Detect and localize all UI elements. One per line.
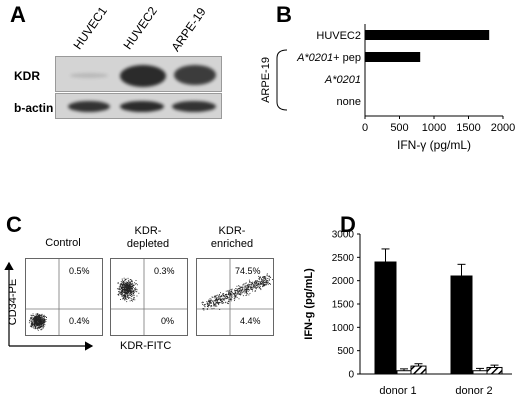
facs-axis-arrows [4,261,94,351]
chart-b-bar [365,30,490,40]
chart-b-x-tick-label: 500 [390,122,408,134]
facs-plot-control: 0.5% 0.4% [25,258,103,336]
chart-d: 0 500 1000 1500 2000 2500 3000 IFN-g (pg/mL) don… [303,230,512,397]
chart-b-group-label: ARPE-19 [260,57,272,103]
chart-d-bar [396,370,412,375]
chart-b-category-label: none [337,96,361,108]
chart-d-bar [410,365,427,375]
panel-letter-d: D [340,212,356,237]
chart-d-y-tick-label: 2500 [332,253,355,264]
facs-scatter-dots [197,259,273,335]
lane-label-arpe19: ARPE-19 [168,4,209,55]
chart-d-bar [450,275,473,375]
chart-b: HUVEC2 A*0201+ pep A*0201 none 0 500 1000 1500 2… [260,24,515,152]
panel-letter-a: A [10,2,26,27]
facs-title-enriched-line1: KDR- [218,225,246,237]
facs-q-ur-depleted: 0.3% [154,266,175,276]
chart-b-x-label: IFN-γ (pg/mL) [397,138,471,152]
facs-title-enriched-line2: enriched [210,238,254,250]
chart-d-y-tick-label: 0 [348,370,354,381]
chart-d-y-tick-label: 2000 [332,276,355,287]
chart-b-group-bracket [276,49,288,111]
chart-b-x-tick-label: 2000 [491,122,515,134]
chart-b-x-tick-label: 1000 [422,122,446,134]
chart-d-y-tick-label: 1000 [332,323,355,334]
chart-d-bar [374,261,397,375]
facs-title-depleted: KDR- depleted [110,225,186,251]
facs-scatter-dots [111,259,187,335]
chart-b-x-tick-label: 0 [362,122,368,134]
chart-d-bar [472,370,488,375]
chart-b-x-tick-label: 1500 [456,122,480,134]
facs-q-ur-enriched: 74.5% [235,266,261,276]
blot-b-actin [55,93,222,119]
facs-title-control: Control [28,237,98,250]
chart-b-category-label: HUVEC2 [316,30,361,42]
facs-q-lr-depleted: 0% [161,316,175,326]
chart-d-category-label: donor 2 [455,385,492,397]
chart-d-bar [486,366,503,375]
chart-b-category-label: A*0201+ pep [296,52,361,64]
facs-plot-depleted: 0.3% 0% [110,258,188,336]
chart-d-y-tick-label: 500 [337,346,354,357]
band-actin-huvec2 [120,101,164,112]
facs-title-depleted-line1: KDR- [134,225,162,237]
band-actin-arpe19 [172,101,216,112]
panel-letter-c: C [6,212,22,237]
lane-label-huvec2: HUVEC2 [120,4,160,53]
row-label-b-actin: b-actin [14,101,54,115]
chart-b-category-label: A*0201 [324,74,361,86]
chart-d-y-label: IFN-g (pg/mL) [303,268,315,340]
row-label-kdr: KDR [14,69,40,83]
chart-d-y-tick-label: 3000 [332,230,355,241]
lane-label-huvec1: HUVEC1 [70,4,110,53]
chart-b-bar [365,52,421,62]
facs-y-label: CD34-PE [7,278,19,326]
band-kdr-arpe19 [174,65,216,85]
chart-d-y-tick-label: 1500 [332,300,355,311]
facs-q-lr-enriched: 4.4% [240,316,261,326]
chart-d-category-label: donor 1 [379,385,416,397]
facs-title-enriched: KDR- enriched [194,225,270,251]
band-kdr-huvec1 [70,73,108,78]
facs-plot-enriched: 74.5% 4.4% [196,258,274,336]
band-actin-huvec1 [68,101,110,112]
facs-scatter-dots [26,259,102,335]
facs-title-control-line1: Control [45,237,81,249]
facs-title-depleted-line2: depleted [126,238,170,250]
facs-q-ur-control: 0.5% [69,266,90,276]
facs-q-lr-control: 0.4% [69,316,90,326]
band-kdr-huvec2 [120,65,166,87]
facs-x-label: KDR-FITC [120,340,172,352]
blot-kdr [55,56,222,92]
panel-letter-b: B [276,2,292,27]
